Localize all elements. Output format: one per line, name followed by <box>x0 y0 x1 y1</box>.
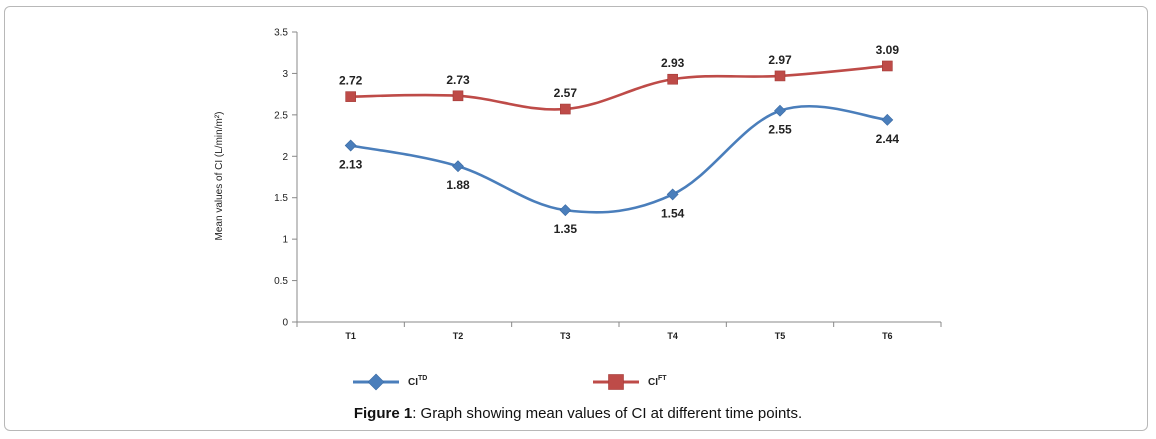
x-tick-label: T4 <box>667 331 678 341</box>
y-tick-label: 2.5 <box>274 110 288 121</box>
y-tick-label: 0.5 <box>274 276 288 287</box>
legend-label: CITD <box>408 375 427 388</box>
y-tick-label: 3 <box>282 69 288 80</box>
y-tick-label: 0 <box>282 318 288 329</box>
legend-marker <box>367 373 385 391</box>
data-point-marker <box>667 73 678 85</box>
data-point-marker <box>881 113 894 126</box>
data-label: 2.73 <box>446 73 470 87</box>
data-label: 3.09 <box>876 43 900 57</box>
x-tick-label: T5 <box>775 331 786 341</box>
x-tick-label: T3 <box>560 331 571 341</box>
y-axis-label: Mean values of CI (L/min/m²) <box>214 112 225 241</box>
caption-label: Figure 1 <box>353 405 413 422</box>
y-tick-label: 1 <box>282 235 288 246</box>
data-label: 2.93 <box>661 56 685 70</box>
figure-frame <box>4 6 1148 431</box>
data-label: 1.54 <box>661 206 685 220</box>
data-label: 1.35 <box>554 222 578 236</box>
x-tick-label: T1 <box>345 331 356 341</box>
y-tick-label: 1.5 <box>274 193 288 204</box>
data-point-marker <box>666 188 679 201</box>
data-label: 2.55 <box>768 123 792 137</box>
data-point-marker <box>774 70 786 82</box>
data-point-marker <box>559 204 572 217</box>
x-tick-label: T2 <box>453 331 464 341</box>
x-tick-label: T6 <box>882 331 893 341</box>
data-point-marker <box>882 60 893 72</box>
legend-label: CIFT <box>648 375 667 388</box>
series-line <box>350 105 888 214</box>
data-point-marker <box>560 103 571 115</box>
data-label: 2.57 <box>554 86 578 100</box>
data-label: 1.88 <box>446 178 470 192</box>
data-point-marker <box>452 160 464 173</box>
data-label: 2.72 <box>339 74 363 88</box>
data-point-marker <box>345 91 356 102</box>
caption-text: : Graph showing mean values of CI at dif… <box>412 405 803 422</box>
data-label: 2.44 <box>876 132 900 146</box>
data-label: 2.97 <box>768 53 792 67</box>
data-label: 2.13 <box>339 158 363 172</box>
legend-marker <box>608 374 624 390</box>
data-point-marker <box>452 90 464 102</box>
y-tick-label: 2 <box>282 152 288 163</box>
series-line <box>350 64 888 111</box>
y-tick-label: 3.5 <box>274 28 288 39</box>
data-point-marker <box>344 139 357 152</box>
figure-caption: Figure 1: Graph showing mean values of C… <box>0 405 1156 422</box>
data-point-marker <box>774 104 786 117</box>
